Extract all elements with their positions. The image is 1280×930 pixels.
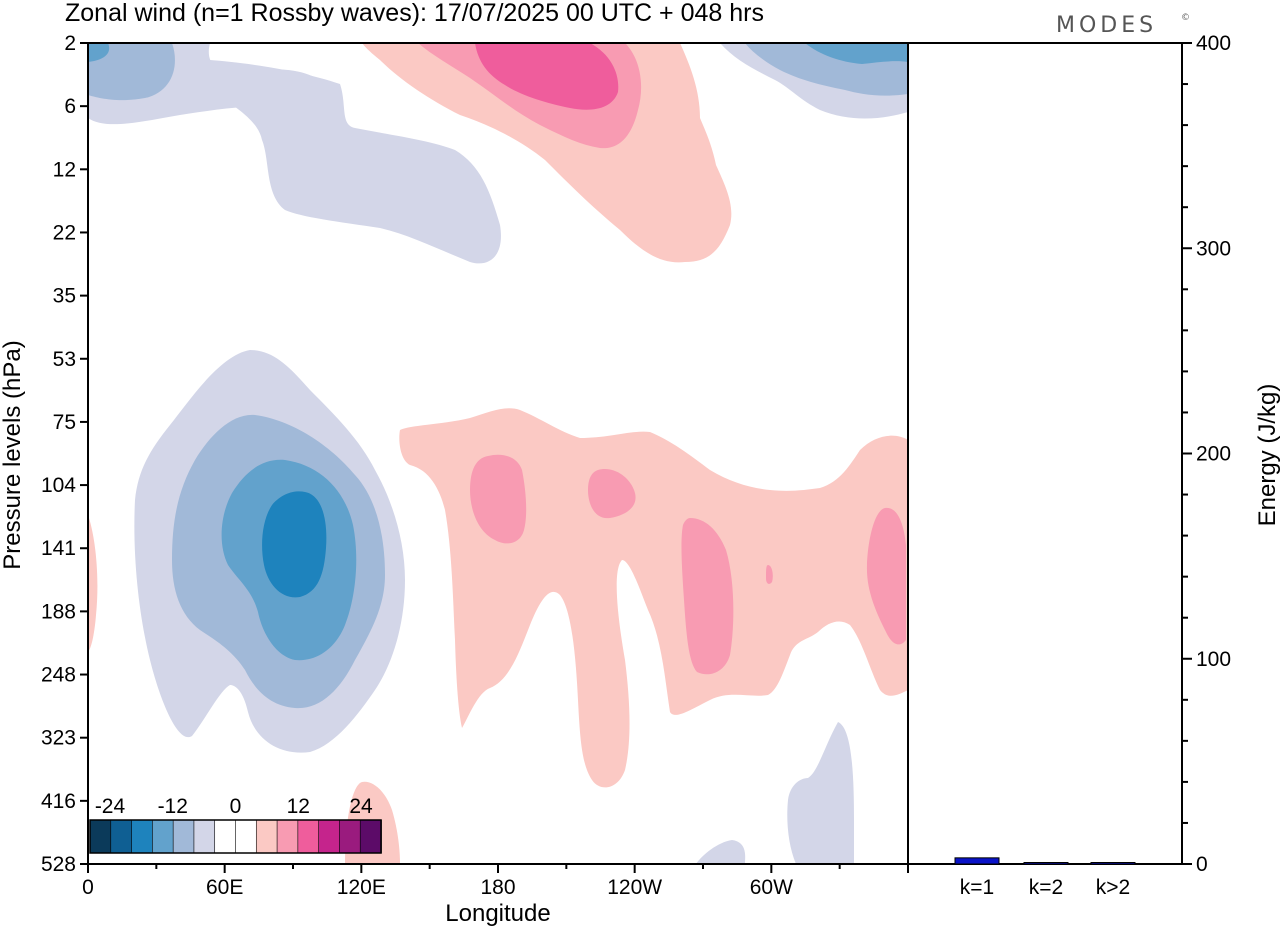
contour-neg-lower-right [787,722,854,864]
energy-bar [1023,862,1069,865]
contour-neg-blob-16 [262,491,327,598]
bar-category-label: k=2 [1029,876,1063,899]
energy-bar [954,857,1000,865]
y-tick-label: 104 [41,474,76,497]
colorbar-swatch [131,819,154,854]
contour-pos-band-8b [588,469,636,519]
contour-pos-band-4 [399,408,908,788]
y-tick-label: 528 [41,853,76,876]
x-axis-label: Longitude [445,900,550,927]
y-tick-label: 75 [53,411,76,434]
contour-neg-bottom-right [696,840,746,864]
colorbar-label: 0 [230,795,242,818]
contour-neg-top-left-8 [88,43,175,101]
y-tick-label: 2 [64,32,76,55]
colorbar-swatch [359,819,382,854]
colorbar-swatch [110,819,133,854]
contour-field [88,43,908,864]
contour-pos-band-8c [681,518,734,675]
y-tick-label: 248 [41,664,76,687]
chart-title: Zonal wind (n=1 Rossby waves): 17/07/202… [65,0,764,27]
colorbar-label: 24 [349,795,373,818]
energy-tick-label: 200 [1196,443,1231,466]
bar-category-label: k=1 [960,876,994,899]
energy-axis: 0 100 200 300 400 [1182,32,1231,876]
brand-logo: MODES [1056,13,1157,38]
colorbar: -24 -12 0 12 24 [89,795,382,854]
x-tick-label: 0 [82,876,94,899]
contour-pos-left-edge [88,515,98,652]
y-tick-label: 323 [41,727,76,750]
y-axis-label: Pressure levels (hPa) [0,340,26,569]
contour-pos-upper-12 [475,43,619,110]
bar-category-label: k>2 [1096,876,1130,899]
colorbar-swatch [255,819,278,854]
contour-pos-band-8d [766,565,773,584]
wavenumber-axis: k=1 k=2 k>2 [960,876,1130,899]
contour-neg-top-left-12 [88,43,110,62]
energy-tick-label: 400 [1196,32,1231,55]
y-tick-label: 53 [53,348,76,371]
x-tick-label: 60W [750,876,793,899]
colorbar-swatch [193,819,216,854]
energy-bar [1090,862,1136,865]
colorbar-swatch [276,819,299,854]
brand-mark: © [1181,13,1190,23]
colorbar-label: -12 [158,795,188,818]
x-tick-label: 120W [607,876,662,899]
colorbar-swatch [89,819,112,854]
y-tick-label: 6 [64,95,76,118]
longitude-axis: 0 60E 120E 180 120W 60W [82,864,909,899]
contour-neg-top-right-12 [805,43,908,64]
contour-neg-upper-band [207,60,501,264]
y-tick-label: 22 [53,221,76,244]
x-tick-label: 120E [337,876,386,899]
contour-pos-band-8a [470,454,527,544]
energy-tick-label: 300 [1196,237,1231,260]
energy-bars [954,857,1136,865]
energy-plot-frame [907,42,1183,865]
colorbar-swatch [339,819,362,854]
energy-axis-label: Energy (J/kg) [1254,384,1280,527]
colorbar-swatch [297,819,320,854]
colorbar-swatch [214,819,237,854]
pressure-axis: 2 6 12 22 35 53 75 104 141 188 248 323 416 528 [41,32,88,876]
contour-pos-band-8e [866,507,906,645]
y-tick-label: 35 [53,285,76,308]
colorbar-label: -24 [95,795,126,818]
x-tick-label: 180 [480,876,515,899]
colorbar-swatch [235,819,258,854]
colorbar-swatch [152,819,174,854]
x-tick-label: 60E [206,876,243,899]
colorbar-label: 12 [287,795,310,818]
y-tick-label: 141 [41,537,76,560]
energy-tick-label: 0 [1196,853,1208,876]
colorbar-swatch [172,819,195,854]
y-tick-label: 416 [41,790,76,813]
y-tick-label: 12 [53,158,76,181]
colorbar-swatch [318,819,341,854]
y-tick-label: 188 [41,600,76,623]
energy-tick-label: 100 [1196,648,1231,671]
